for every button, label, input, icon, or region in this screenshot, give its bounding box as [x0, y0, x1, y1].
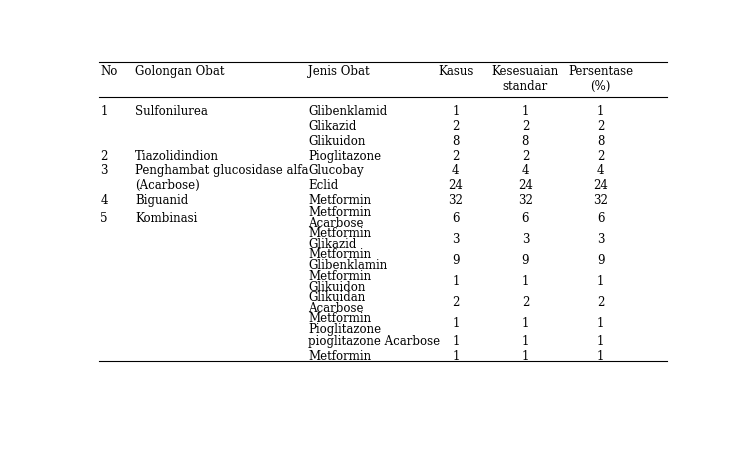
- Text: 2: 2: [597, 295, 604, 308]
- Text: 8: 8: [452, 135, 459, 147]
- Text: 2: 2: [452, 149, 459, 162]
- Text: 1: 1: [597, 334, 604, 347]
- Text: Glikazid: Glikazid: [308, 120, 356, 133]
- Text: 3: 3: [597, 233, 604, 245]
- Text: Eclid: Eclid: [308, 179, 338, 192]
- Text: 1: 1: [452, 349, 459, 362]
- Text: 1: 1: [521, 105, 529, 118]
- Text: 9: 9: [452, 253, 459, 266]
- Text: Metformin: Metformin: [308, 206, 371, 219]
- Text: Persentase
(%): Persentase (%): [568, 65, 634, 93]
- Text: 1: 1: [452, 317, 459, 329]
- Text: pioglitazone Acarbose: pioglitazone Acarbose: [308, 334, 440, 347]
- Text: 24: 24: [448, 179, 463, 192]
- Text: 5: 5: [100, 212, 108, 224]
- Text: Glibenklamid: Glibenklamid: [308, 105, 387, 118]
- Text: 4: 4: [597, 164, 604, 177]
- Text: 24: 24: [518, 179, 533, 192]
- Text: Kombinasi: Kombinasi: [135, 212, 197, 224]
- Text: 2: 2: [452, 120, 459, 133]
- Text: Penghambat glucosidase alfa: Penghambat glucosidase alfa: [135, 164, 309, 177]
- Text: 1: 1: [452, 274, 459, 288]
- Text: Metformin: Metformin: [308, 311, 371, 324]
- Text: 2: 2: [521, 120, 529, 133]
- Text: Golongan Obat: Golongan Obat: [135, 65, 224, 78]
- Text: 8: 8: [521, 135, 529, 147]
- Text: Jenis Obat: Jenis Obat: [308, 65, 370, 78]
- Text: Metformin: Metformin: [308, 248, 371, 261]
- Text: Kesesuaian
standar: Kesesuaian standar: [491, 65, 559, 93]
- Text: (Acarbose): (Acarbose): [135, 179, 200, 192]
- Text: Glikazid: Glikazid: [308, 238, 356, 251]
- Text: Kasus: Kasus: [438, 65, 473, 78]
- Text: 3: 3: [521, 233, 529, 245]
- Text: 6: 6: [597, 212, 604, 224]
- Text: 1: 1: [452, 334, 459, 347]
- Text: 32: 32: [518, 193, 533, 207]
- Text: Metformin: Metformin: [308, 269, 371, 282]
- Text: 2: 2: [597, 149, 604, 162]
- Text: 2: 2: [521, 295, 529, 308]
- Text: 4: 4: [100, 193, 108, 207]
- Text: 6: 6: [521, 212, 529, 224]
- Text: Metformin: Metformin: [308, 193, 371, 207]
- Text: 3: 3: [452, 233, 459, 245]
- Text: Glikuidon: Glikuidon: [308, 135, 365, 147]
- Text: Glikuidan: Glikuidan: [308, 290, 365, 303]
- Text: 4: 4: [452, 164, 459, 177]
- Text: 32: 32: [448, 193, 463, 207]
- Text: Metformin: Metformin: [308, 227, 371, 240]
- Text: 3: 3: [100, 164, 108, 177]
- Text: 2: 2: [521, 149, 529, 162]
- Text: No: No: [100, 65, 118, 78]
- Text: Glucobay: Glucobay: [308, 164, 364, 177]
- Text: 2: 2: [100, 149, 108, 162]
- Text: 24: 24: [593, 179, 608, 192]
- Text: 1: 1: [521, 349, 529, 362]
- Text: Glikuidon: Glikuidon: [308, 280, 365, 293]
- Text: 2: 2: [597, 120, 604, 133]
- Text: Acarbose: Acarbose: [308, 217, 364, 230]
- Text: 6: 6: [452, 212, 459, 224]
- Text: Acarbose: Acarbose: [308, 301, 364, 314]
- Text: Tiazolidindion: Tiazolidindion: [135, 149, 219, 162]
- Text: 1: 1: [597, 317, 604, 329]
- Text: 2: 2: [452, 295, 459, 308]
- Text: 9: 9: [597, 253, 604, 266]
- Text: 1: 1: [452, 105, 459, 118]
- Text: Sulfonilurea: Sulfonilurea: [135, 105, 208, 118]
- Text: 1: 1: [521, 317, 529, 329]
- Text: 1: 1: [597, 105, 604, 118]
- Text: 32: 32: [593, 193, 608, 207]
- Text: Glibenklamin: Glibenklamin: [308, 259, 387, 272]
- Text: 4: 4: [521, 164, 529, 177]
- Text: 1: 1: [597, 349, 604, 362]
- Text: 1: 1: [521, 334, 529, 347]
- Text: Biguanid: Biguanid: [135, 193, 188, 207]
- Text: 1: 1: [100, 105, 108, 118]
- Text: 1: 1: [521, 274, 529, 288]
- Text: Pioglitazone: Pioglitazone: [308, 322, 381, 335]
- Text: 8: 8: [597, 135, 604, 147]
- Text: Pioglitazone: Pioglitazone: [308, 149, 381, 162]
- Text: Metformin: Metformin: [308, 349, 371, 362]
- Text: 1: 1: [597, 274, 604, 288]
- Text: 9: 9: [521, 253, 529, 266]
